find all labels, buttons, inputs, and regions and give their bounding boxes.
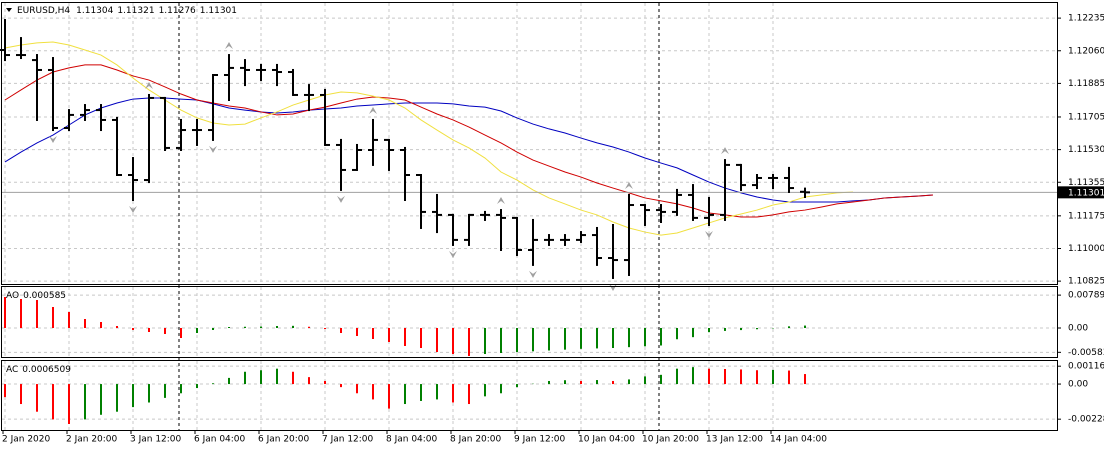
header-low: 1.11276 bbox=[159, 6, 196, 16]
y-tick-label: 1.11705 bbox=[1068, 112, 1104, 122]
chart-header: EURUSD,H4 1.11304 1.11321 1.11276 1.11301 bbox=[17, 6, 237, 16]
x-tick-label: 14 Jan 04:00 bbox=[770, 435, 827, 445]
y-tick-label: 1.12235 bbox=[1068, 14, 1104, 24]
x-tick-label: 2 Jan 20:00 bbox=[66, 435, 118, 445]
data-layer bbox=[0, 18, 1057, 425]
fractal-down bbox=[529, 270, 537, 278]
x-tick-label: 6 Jan 04:00 bbox=[194, 435, 246, 445]
header-high: 1.11321 bbox=[117, 6, 154, 16]
fractal-down bbox=[129, 205, 137, 213]
x-tick-label: 13 Jan 12:00 bbox=[706, 435, 763, 445]
y-tick-label: 1.11175 bbox=[1068, 211, 1104, 221]
y-tick-label: 0.00 bbox=[1068, 380, 1088, 390]
fractal-up bbox=[369, 106, 377, 114]
fractal-down bbox=[449, 250, 457, 258]
x-tick-label: 9 Jan 12:00 bbox=[514, 435, 566, 445]
fractal-up bbox=[145, 81, 153, 89]
fractal-down bbox=[209, 145, 217, 153]
indicator-value: 0.000585 bbox=[23, 291, 66, 301]
indicator-name: AC bbox=[6, 365, 18, 375]
main-pane-border bbox=[1, 2, 1058, 285]
last-price-box bbox=[1058, 186, 1104, 199]
fractal-up bbox=[721, 147, 729, 155]
x-tick-label: 7 Jan 12:00 bbox=[322, 435, 374, 445]
y-tick-label: 0.007892 bbox=[1068, 291, 1104, 301]
fractal-down bbox=[337, 195, 345, 203]
x-tick-label: 10 Jan 04:00 bbox=[578, 435, 635, 445]
x-tick-label: 10 Jan 20:00 bbox=[642, 435, 699, 445]
fractal-down bbox=[49, 136, 57, 144]
fractal-down bbox=[705, 230, 713, 238]
indicator-value: 0.0006509 bbox=[22, 365, 71, 375]
last-price-label: 1.11301 bbox=[1068, 188, 1104, 198]
symbol: EURUSD,H4 bbox=[17, 6, 70, 16]
x-tick-label: 2 Jan 2020 bbox=[2, 435, 50, 445]
fractal-up bbox=[225, 42, 233, 50]
y-tick-label: -0.005839 bbox=[1068, 348, 1104, 358]
fractal-down bbox=[609, 283, 617, 291]
ao-header: AO 0.000585 bbox=[6, 291, 66, 301]
y-tick-label: 1.11355 bbox=[1068, 178, 1104, 188]
y-tick-label: 1.11530 bbox=[1068, 145, 1104, 155]
x-tick-label: 8 Jan 04:00 bbox=[386, 435, 438, 445]
x-tick-label: 6 Jan 20:00 bbox=[258, 435, 310, 445]
symbol-menu-icon[interactable] bbox=[6, 8, 12, 12]
header-open: 1.11304 bbox=[76, 6, 113, 16]
ac-pane-border bbox=[1, 360, 1058, 431]
fractal-up bbox=[625, 181, 633, 189]
ac-header: AC 0.0006509 bbox=[6, 365, 71, 375]
y-tick-label: 0.00 bbox=[1068, 324, 1088, 334]
x-tick-label: 8 Jan 20:00 bbox=[450, 435, 502, 445]
indicator-line bbox=[4, 64, 934, 218]
indicator-line bbox=[4, 97, 934, 203]
y-tick-label: 1.11885 bbox=[1068, 79, 1104, 89]
ao-pane-border bbox=[1, 286, 1058, 358]
y-tick-label: 1.11000 bbox=[1068, 244, 1104, 254]
y-tick-label: 1.12060 bbox=[1068, 46, 1104, 56]
y-tick-label: 0.0011626 bbox=[1068, 362, 1104, 372]
header-close: 1.11301 bbox=[200, 6, 237, 16]
fractal-up bbox=[497, 197, 505, 205]
indicator-name: AO bbox=[6, 291, 19, 301]
x-tick-label: 3 Jan 12:00 bbox=[130, 435, 182, 445]
y-tick-label: -0.0022853 bbox=[1068, 415, 1104, 425]
y-tick-label: 1.10825 bbox=[1068, 277, 1104, 287]
